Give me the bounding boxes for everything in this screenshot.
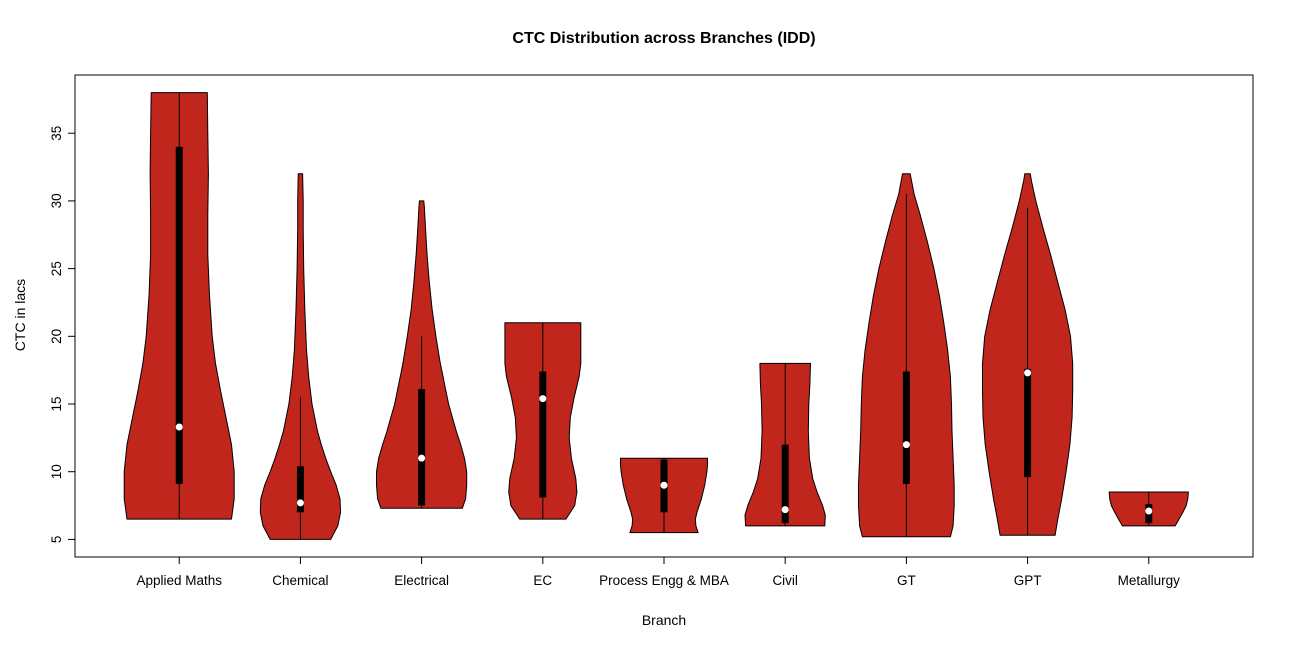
y-tick-label: 30: [49, 193, 64, 208]
x-tick-label: GPT: [1014, 573, 1042, 588]
y-tick-label: 5: [49, 536, 64, 544]
violin-ec: [504, 322, 582, 520]
violin-gpt: [982, 173, 1074, 536]
median-dot: [539, 395, 547, 403]
median-dot: [1145, 507, 1153, 515]
x-tick-label: Process Engg & MBA: [599, 573, 729, 588]
x-tick-label: Metallurgy: [1118, 573, 1181, 588]
violin-process-engg-mba: [620, 457, 708, 534]
median-dot: [902, 441, 910, 449]
median-dot: [418, 454, 426, 462]
x-tick-label: Applied Maths: [136, 573, 222, 588]
x-axis-title: Branch: [641, 612, 687, 628]
violin-gt: [858, 173, 955, 538]
iqr-box: [418, 389, 426, 506]
median-dot: [1024, 369, 1032, 377]
x-tick-label: EC: [533, 573, 552, 588]
violin-chemical: [259, 173, 342, 540]
iqr-box: [781, 444, 789, 524]
median-dot: [296, 499, 304, 507]
x-tick-label: Civil: [772, 573, 798, 588]
y-tick-label: 35: [49, 126, 64, 141]
chart-title: CTC Distribution across Branches (IDD): [512, 30, 816, 47]
violin-electrical: [376, 200, 468, 509]
y-axis-title: CTC in lacs: [12, 278, 28, 352]
iqr-box: [539, 371, 547, 498]
iqr-box: [1024, 368, 1032, 478]
y-tick-label: 20: [49, 329, 64, 344]
median-dot: [175, 423, 183, 431]
iqr-box: [902, 371, 910, 484]
x-tick-label: Electrical: [394, 573, 449, 588]
y-tick-label: 10: [49, 464, 64, 479]
x-tick-label: Chemical: [272, 573, 328, 588]
median-dot: [660, 481, 668, 489]
iqr-box: [296, 466, 304, 513]
violin-shape: [259, 173, 342, 540]
x-tick-label: GT: [897, 573, 916, 588]
median-dot: [781, 506, 789, 514]
violin-applied-maths: [123, 92, 235, 520]
y-tick-label: 15: [49, 396, 64, 411]
violin-metallurgy: [1108, 491, 1189, 527]
iqr-box: [175, 146, 183, 484]
violin-civil: [744, 362, 826, 527]
y-tick-label: 25: [49, 261, 64, 276]
